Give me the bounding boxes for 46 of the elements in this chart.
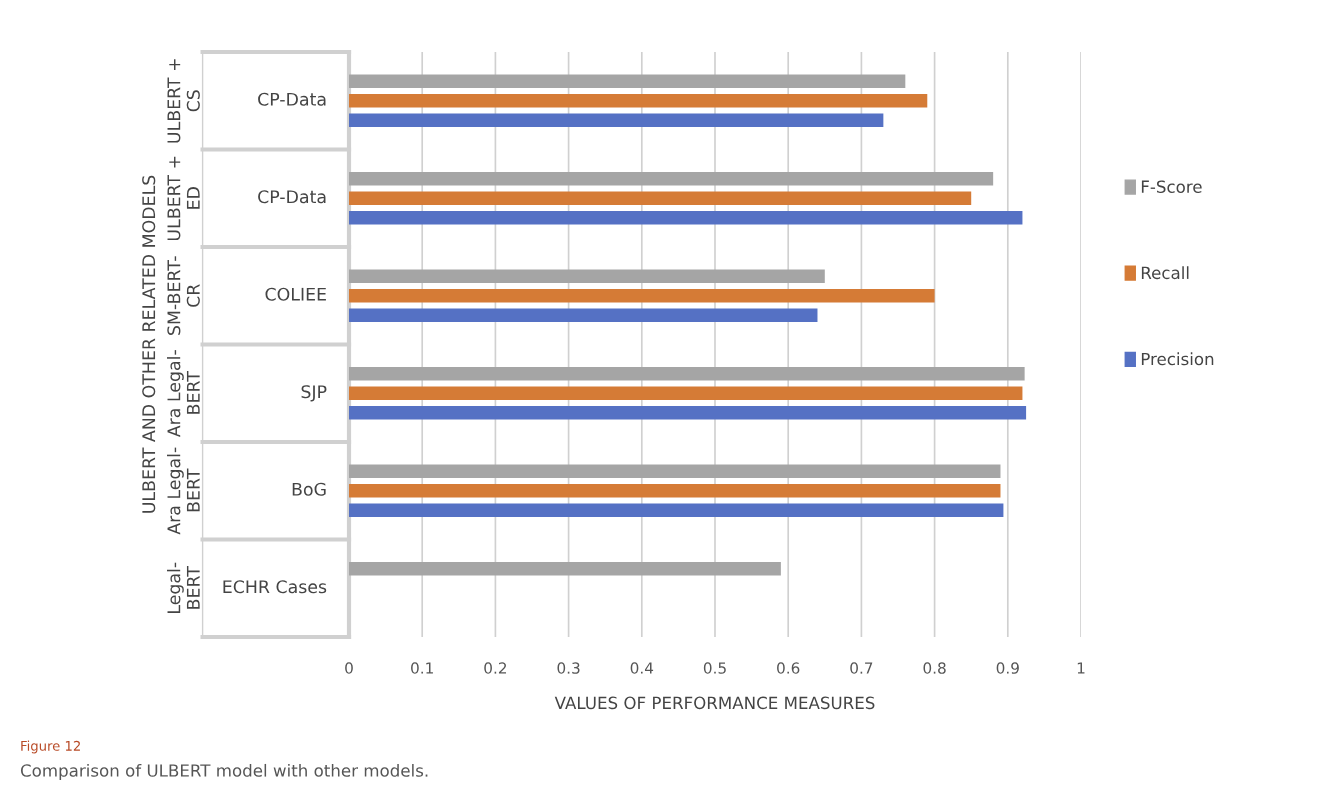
bar [349, 113, 884, 128]
x-tick-label: 0.1 [411, 662, 433, 674]
x-tick-label: 0.5 [703, 662, 726, 674]
bar [349, 386, 1023, 401]
bar [349, 210, 1023, 225]
text: CP-Data [258, 190, 326, 204]
y-tick-label: Legal- BERT [166, 562, 200, 613]
bar [349, 308, 818, 323]
x-tick-label: 1 [1077, 662, 1085, 674]
x-tick-label: 0.9 [996, 662, 1019, 674]
x-tick-label: 0.7 [850, 662, 873, 674]
legend-label: Precision [1141, 352, 1214, 366]
y-tick-label: Ara Legal- BERT [166, 447, 200, 535]
bar [349, 288, 935, 303]
bar [349, 191, 972, 206]
x-tick-label: 0.3 [557, 662, 580, 674]
x-tick-label: 0 [345, 662, 353, 674]
x-tick-label: 0.2 [484, 662, 507, 674]
text: BoG [292, 482, 326, 496]
text: SJP [301, 385, 327, 402]
text: COLIEE [265, 287, 326, 301]
y-tick-label: ULBERT + CS [167, 59, 200, 143]
bar [349, 503, 1004, 518]
text: Comparison of ULBERT model with other models. [20, 763, 428, 781]
bar [349, 93, 928, 108]
caption: Figure 12 [21, 740, 80, 754]
bar [349, 269, 825, 284]
bar [349, 74, 906, 89]
bar [349, 561, 781, 576]
text: CP-Data [258, 92, 326, 106]
y-tick-label: ULBERT + ED [167, 156, 200, 241]
legend-label: Recall [1141, 266, 1189, 280]
bar [349, 171, 994, 186]
y-tick-label: Ara Legal- BERT [166, 350, 200, 438]
bar [349, 366, 1025, 381]
y-axis-title: ULBERT AND OTHER RELATED MODELS [142, 175, 156, 513]
x-tick-label: 0.8 [923, 662, 946, 674]
bar [349, 405, 1027, 420]
legend-label: F-Score [1141, 180, 1202, 193]
bar [349, 483, 1001, 498]
y-tick-label: SM-BERT- CR [167, 256, 200, 335]
x-tick-label: 0.4 [630, 662, 654, 674]
x-axis-title: VALUES OF PERFORMANCE MEASURES [554, 696, 875, 710]
bar [349, 464, 1001, 479]
text: ECHR Cases [223, 580, 327, 594]
x-tick-label: 0.6 [777, 662, 800, 674]
